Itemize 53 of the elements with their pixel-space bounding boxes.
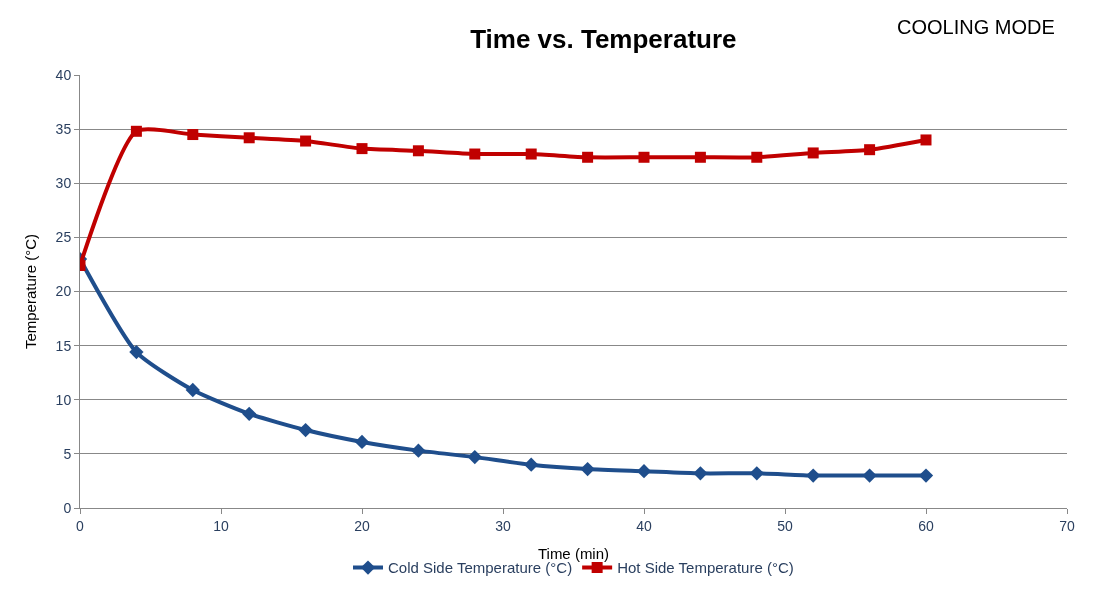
point [918,468,934,483]
y-axis-title: Temperature (°C) [21,233,39,350]
legend-label: Hot Side Temperature (°C) [617,559,794,577]
y-tick-label: 15 [55,337,72,354]
point [749,466,764,481]
point [187,129,199,141]
point [129,344,144,360]
point [243,132,255,144]
point [638,151,650,163]
point [862,468,877,483]
point [524,457,539,472]
x-tick-label: 30 [495,517,511,534]
x-tick-label: 10 [213,517,229,534]
point [354,434,370,450]
chart-title: Time vs. Temperature [470,24,737,54]
x-tick-label: 40 [636,517,652,534]
y-tick-label: 30 [55,175,72,192]
point [636,464,652,479]
point [467,449,482,465]
y-tick-label: 35 [55,121,72,138]
point [751,151,763,163]
point [242,406,257,421]
x-tick-label: 0 [76,517,85,534]
point [356,143,368,155]
legend-label: Cold Side Temperature (°C) [388,559,573,577]
point [411,443,426,458]
point [806,468,821,483]
point [693,466,708,481]
point [864,144,876,156]
point [300,135,312,147]
y-tick-label: 40 [55,66,72,83]
x-axis-title: Time (min) [537,544,610,562]
point [580,461,595,477]
y-tick-label: 10 [55,391,72,408]
x-tick-label: 60 [918,517,934,534]
point [298,422,313,438]
x-tick-label: 50 [777,517,793,534]
x-tick-label: 20 [354,517,370,534]
y-tick-label: 25 [55,229,72,246]
y-tick-label: 5 [63,445,72,462]
point [582,151,594,163]
point [807,147,819,159]
point [920,134,932,146]
x-tick-label: 70 [1059,517,1075,534]
point [130,125,142,137]
chart-subtitle: COOLING MODE [897,16,1055,38]
point [185,382,200,398]
point [525,148,537,160]
y-tick-label: 20 [55,283,72,300]
point [412,145,424,157]
point [694,151,706,163]
point [469,148,481,160]
y-tick-label: 0 [63,499,72,516]
